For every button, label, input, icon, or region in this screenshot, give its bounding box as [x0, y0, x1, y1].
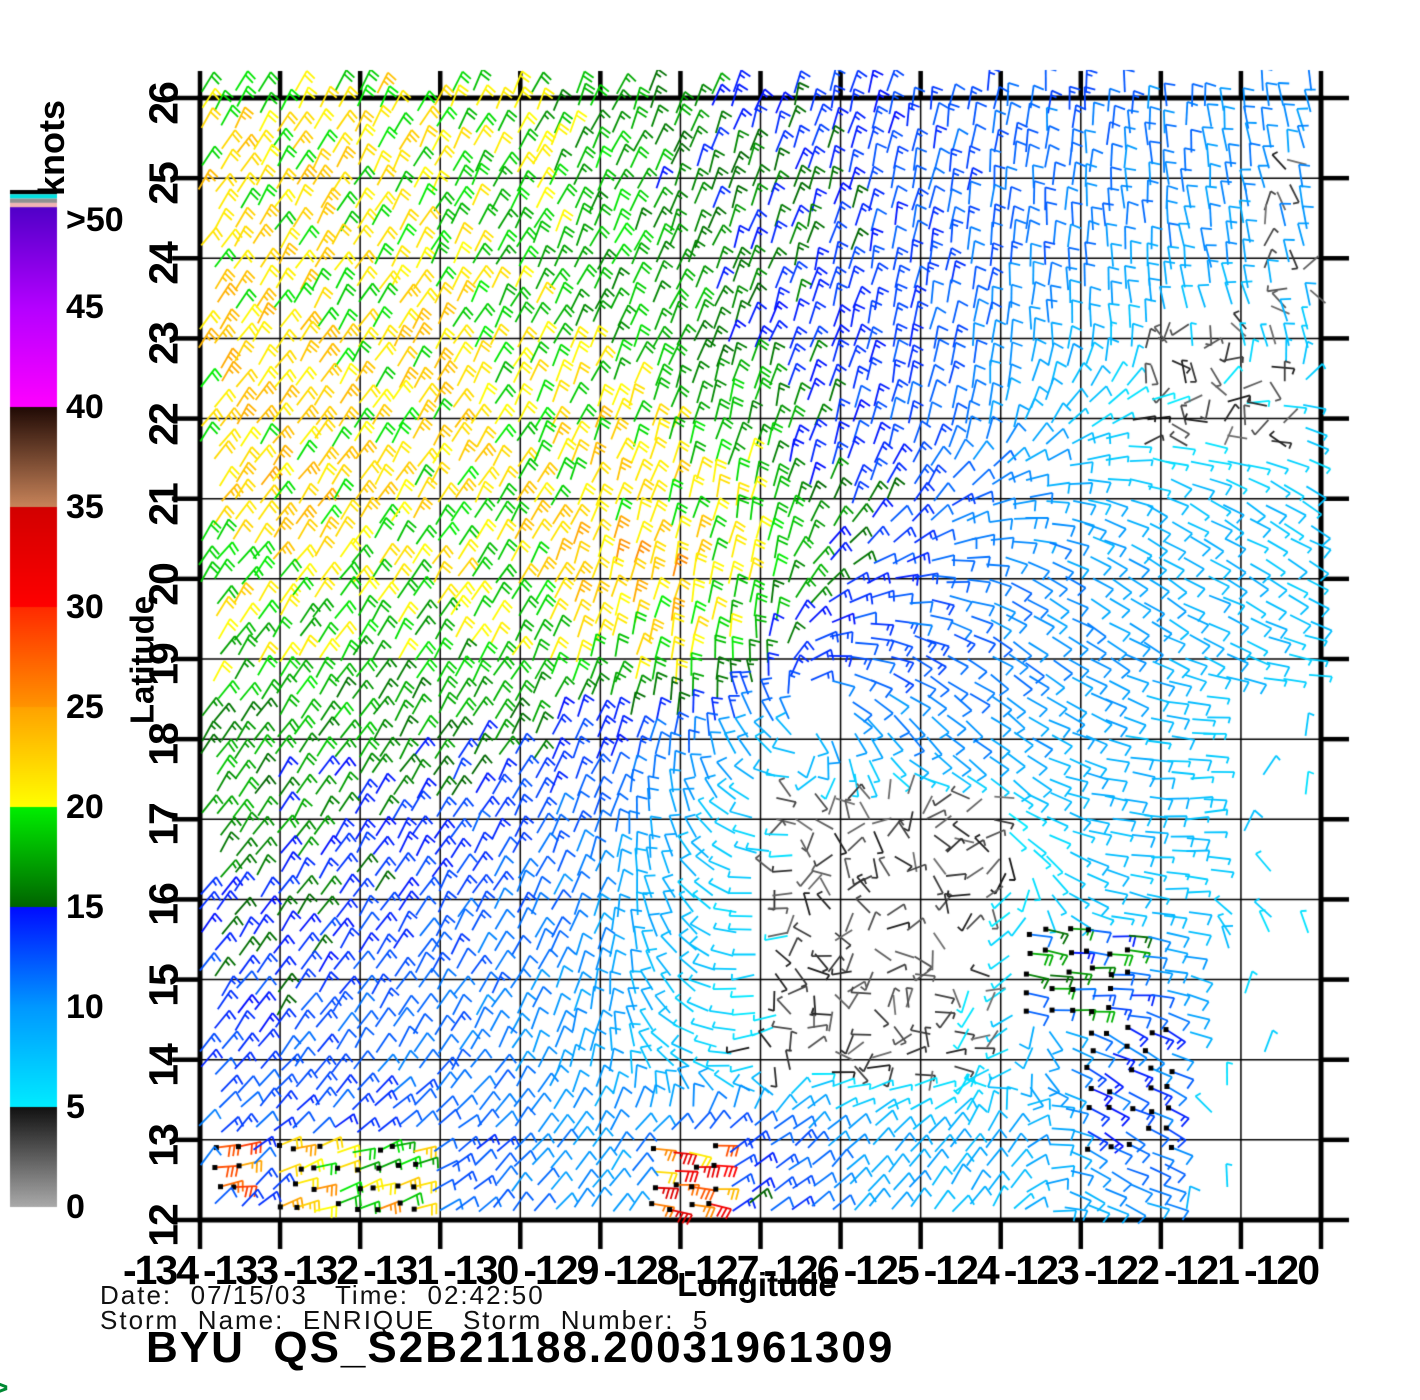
x-tick-label: -121 — [1163, 1247, 1240, 1293]
colorbar-tick-label: 15 — [66, 888, 104, 926]
x-axis-title: Longitude — [677, 1266, 837, 1303]
colorbar-tick-label: 0 — [66, 1188, 85, 1226]
y-tick-label: 17 — [140, 804, 187, 847]
y-tick-label: 21 — [140, 483, 187, 526]
colorbar-tick-label: 20 — [66, 788, 104, 826]
y-tick-label: 26 — [140, 83, 187, 125]
colorbar-tick-label: 40 — [66, 388, 104, 426]
y-tick-label: 18 — [140, 724, 187, 766]
x-tick-label: -129 — [523, 1247, 599, 1293]
colorbar-tick-label: 5 — [66, 1088, 85, 1126]
corner-glyph: > — [0, 1372, 9, 1400]
x-tick-label: -123 — [1003, 1247, 1080, 1293]
plot-title: BYU QS_S2B21188.20031961309 — [146, 1323, 895, 1372]
y-tick-label: 16 — [140, 884, 187, 927]
colorbar-tick-label: 30 — [66, 588, 104, 626]
x-tick-label: -125 — [843, 1247, 920, 1293]
y-tick-label: 22 — [140, 403, 187, 446]
colorbar-tick-label: 10 — [66, 988, 104, 1026]
colorbar-over-label: >50 — [66, 201, 124, 239]
y-tick-label: 23 — [140, 323, 187, 366]
y-tick-label: 12 — [140, 1205, 187, 1247]
x-tick-label: -131 — [363, 1247, 439, 1293]
x-tick-label: -122 — [1083, 1247, 1160, 1293]
colorbar-tick-label: 35 — [66, 488, 104, 526]
y-tick-label: 24 — [140, 243, 187, 286]
x-tick-label: -126 — [763, 1247, 840, 1293]
x-tick-label: -128 — [603, 1247, 679, 1293]
colorbar-title: knots — [31, 99, 72, 197]
colorbar-tick-label: 25 — [66, 688, 104, 726]
x-tick-label: -134 — [122, 1247, 199, 1293]
y-tick-label: 15 — [140, 964, 187, 1007]
y-axis-title: Latitude — [123, 595, 161, 725]
storm-info-line: Storm Name: ENRIQUE Storm Number: 5 — [100, 1305, 710, 1335]
x-tick-label: -127 — [683, 1247, 759, 1293]
x-tick-label: -130 — [443, 1247, 519, 1293]
y-tick-label: 14 — [140, 1044, 187, 1087]
colorbar-tick-label: 45 — [66, 288, 104, 326]
x-tick-label: -132 — [283, 1247, 359, 1293]
x-tick-label: -133 — [203, 1247, 279, 1293]
y-tick-label: 13 — [140, 1125, 187, 1167]
x-tick-label: -120 — [1243, 1247, 1320, 1293]
y-tick-label: 25 — [140, 163, 187, 205]
date-time-line: Date: 07/15/03 Time: 02:42:50 — [100, 1280, 545, 1310]
x-tick-label: -124 — [923, 1247, 1000, 1293]
